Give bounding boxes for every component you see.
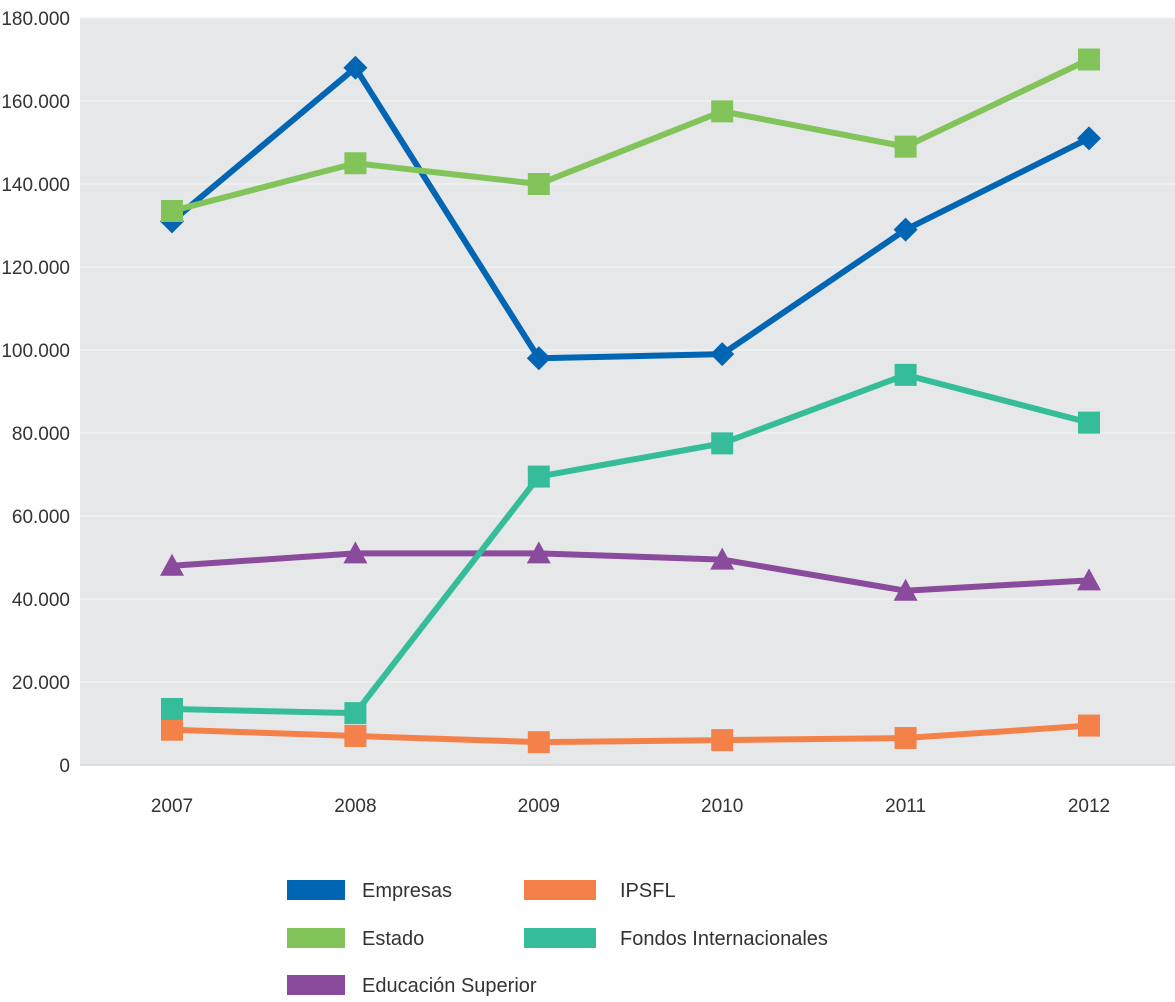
y-tick-label: 140.000 — [1, 175, 70, 196]
series-fondos-internacionales — [161, 363, 1100, 725]
y-axis: 0 20.000 40.000 60.000 80.000 100.000 120.000 1… — [1, 9, 70, 777]
data-point-estado — [894, 135, 917, 158]
legend-swatch — [287, 928, 345, 948]
legend-label: Estado — [362, 928, 424, 950]
data-point-ipsfl — [527, 731, 550, 754]
legend-item-empresas: Empresas — [287, 880, 452, 902]
legend-label: Educación Superior — [362, 975, 537, 997]
legend-label: IPSFL — [620, 880, 676, 902]
y-tick-label: 0 — [59, 756, 70, 777]
legend-swatch — [524, 880, 596, 900]
data-point-educacion-superior — [160, 553, 184, 576]
series-line-empresas — [169, 64, 1092, 362]
legend-label: Empresas — [362, 880, 452, 902]
x-tick-label: 2008 — [334, 796, 376, 817]
y-tick-label: 180.000 — [1, 9, 70, 30]
data-point-estado — [344, 152, 367, 175]
gridlines — [80, 17, 1175, 683]
data-point-empresas — [526, 346, 551, 371]
series-ipsfl — [161, 714, 1100, 754]
data-point-educacion-superior — [343, 541, 368, 564]
data-point-educacion-superior — [526, 541, 551, 564]
y-tick-label: 20.000 — [12, 673, 70, 694]
data-point-estado — [711, 100, 734, 123]
series-group — [160, 48, 1101, 754]
y-tick-label: 160.000 — [1, 92, 70, 113]
y-tick-label: 40.000 — [12, 590, 70, 611]
x-tick-label: 2011 — [885, 796, 926, 817]
data-point-fondos-internacionales — [711, 432, 734, 455]
series-line-fondos-internacionales — [169, 371, 1092, 717]
x-tick-label: 2010 — [701, 796, 743, 817]
data-point-ipsfl — [711, 729, 734, 752]
series-educacion-superior — [160, 541, 1101, 601]
data-point-ipsfl — [894, 727, 917, 750]
y-tick-label: 80.000 — [12, 424, 70, 445]
x-tick-label: 2009 — [518, 796, 560, 817]
data-point-empresas — [893, 217, 918, 242]
data-point-ipsfl — [344, 724, 367, 747]
legend-swatch — [287, 880, 345, 900]
data-point-ipsfl — [1078, 714, 1100, 737]
data-point-fondos-internacionales — [527, 465, 550, 488]
plot-background — [80, 18, 1175, 765]
data-point-empresas — [710, 342, 735, 367]
series-line-educacion-superior — [169, 550, 1092, 594]
data-point-educacion-superior — [710, 547, 735, 570]
data-point-estado — [161, 199, 183, 222]
series-estado — [161, 48, 1100, 222]
data-point-educacion-superior — [893, 578, 918, 601]
data-point-estado — [527, 173, 550, 195]
legend-item-educacion-superior: Educación Superior — [287, 975, 537, 997]
legend-swatch — [287, 975, 345, 995]
data-point-ipsfl — [161, 718, 183, 741]
data-point-fondos-internacionales — [1078, 411, 1100, 434]
y-tick-label: 100.000 — [1, 341, 70, 362]
legend-item-ipsfl: IPSFL — [524, 880, 676, 902]
legend-item-estado: Estado — [287, 928, 424, 950]
legend: Empresas IPSFL Estado Fondos Internacionale… — [287, 880, 828, 997]
data-point-estado — [1078, 48, 1100, 71]
data-point-empresas — [1077, 126, 1101, 151]
data-point-fondos-internacionales — [894, 363, 917, 386]
data-point-fondos-internacionales — [344, 702, 367, 725]
data-point-fondos-internacionales — [161, 697, 183, 720]
legend-item-fondos-internacionales: Fondos Internacionales — [524, 928, 828, 950]
x-axis: 2007 2008 2009 2010 2011 2012 — [151, 796, 1110, 817]
data-point-empresas — [343, 55, 368, 80]
x-tick-label: 2012 — [1068, 796, 1110, 817]
legend-label: Fondos Internacionales — [620, 928, 828, 950]
x-tick-label: 2007 — [151, 796, 193, 817]
series-line-estado — [169, 56, 1092, 214]
data-point-educacion-superior — [1077, 568, 1101, 591]
y-tick-label: 120.000 — [1, 258, 70, 279]
y-tick-label: 60.000 — [12, 507, 70, 528]
series-line-ipsfl — [169, 722, 1092, 746]
legend-swatch — [524, 928, 596, 948]
